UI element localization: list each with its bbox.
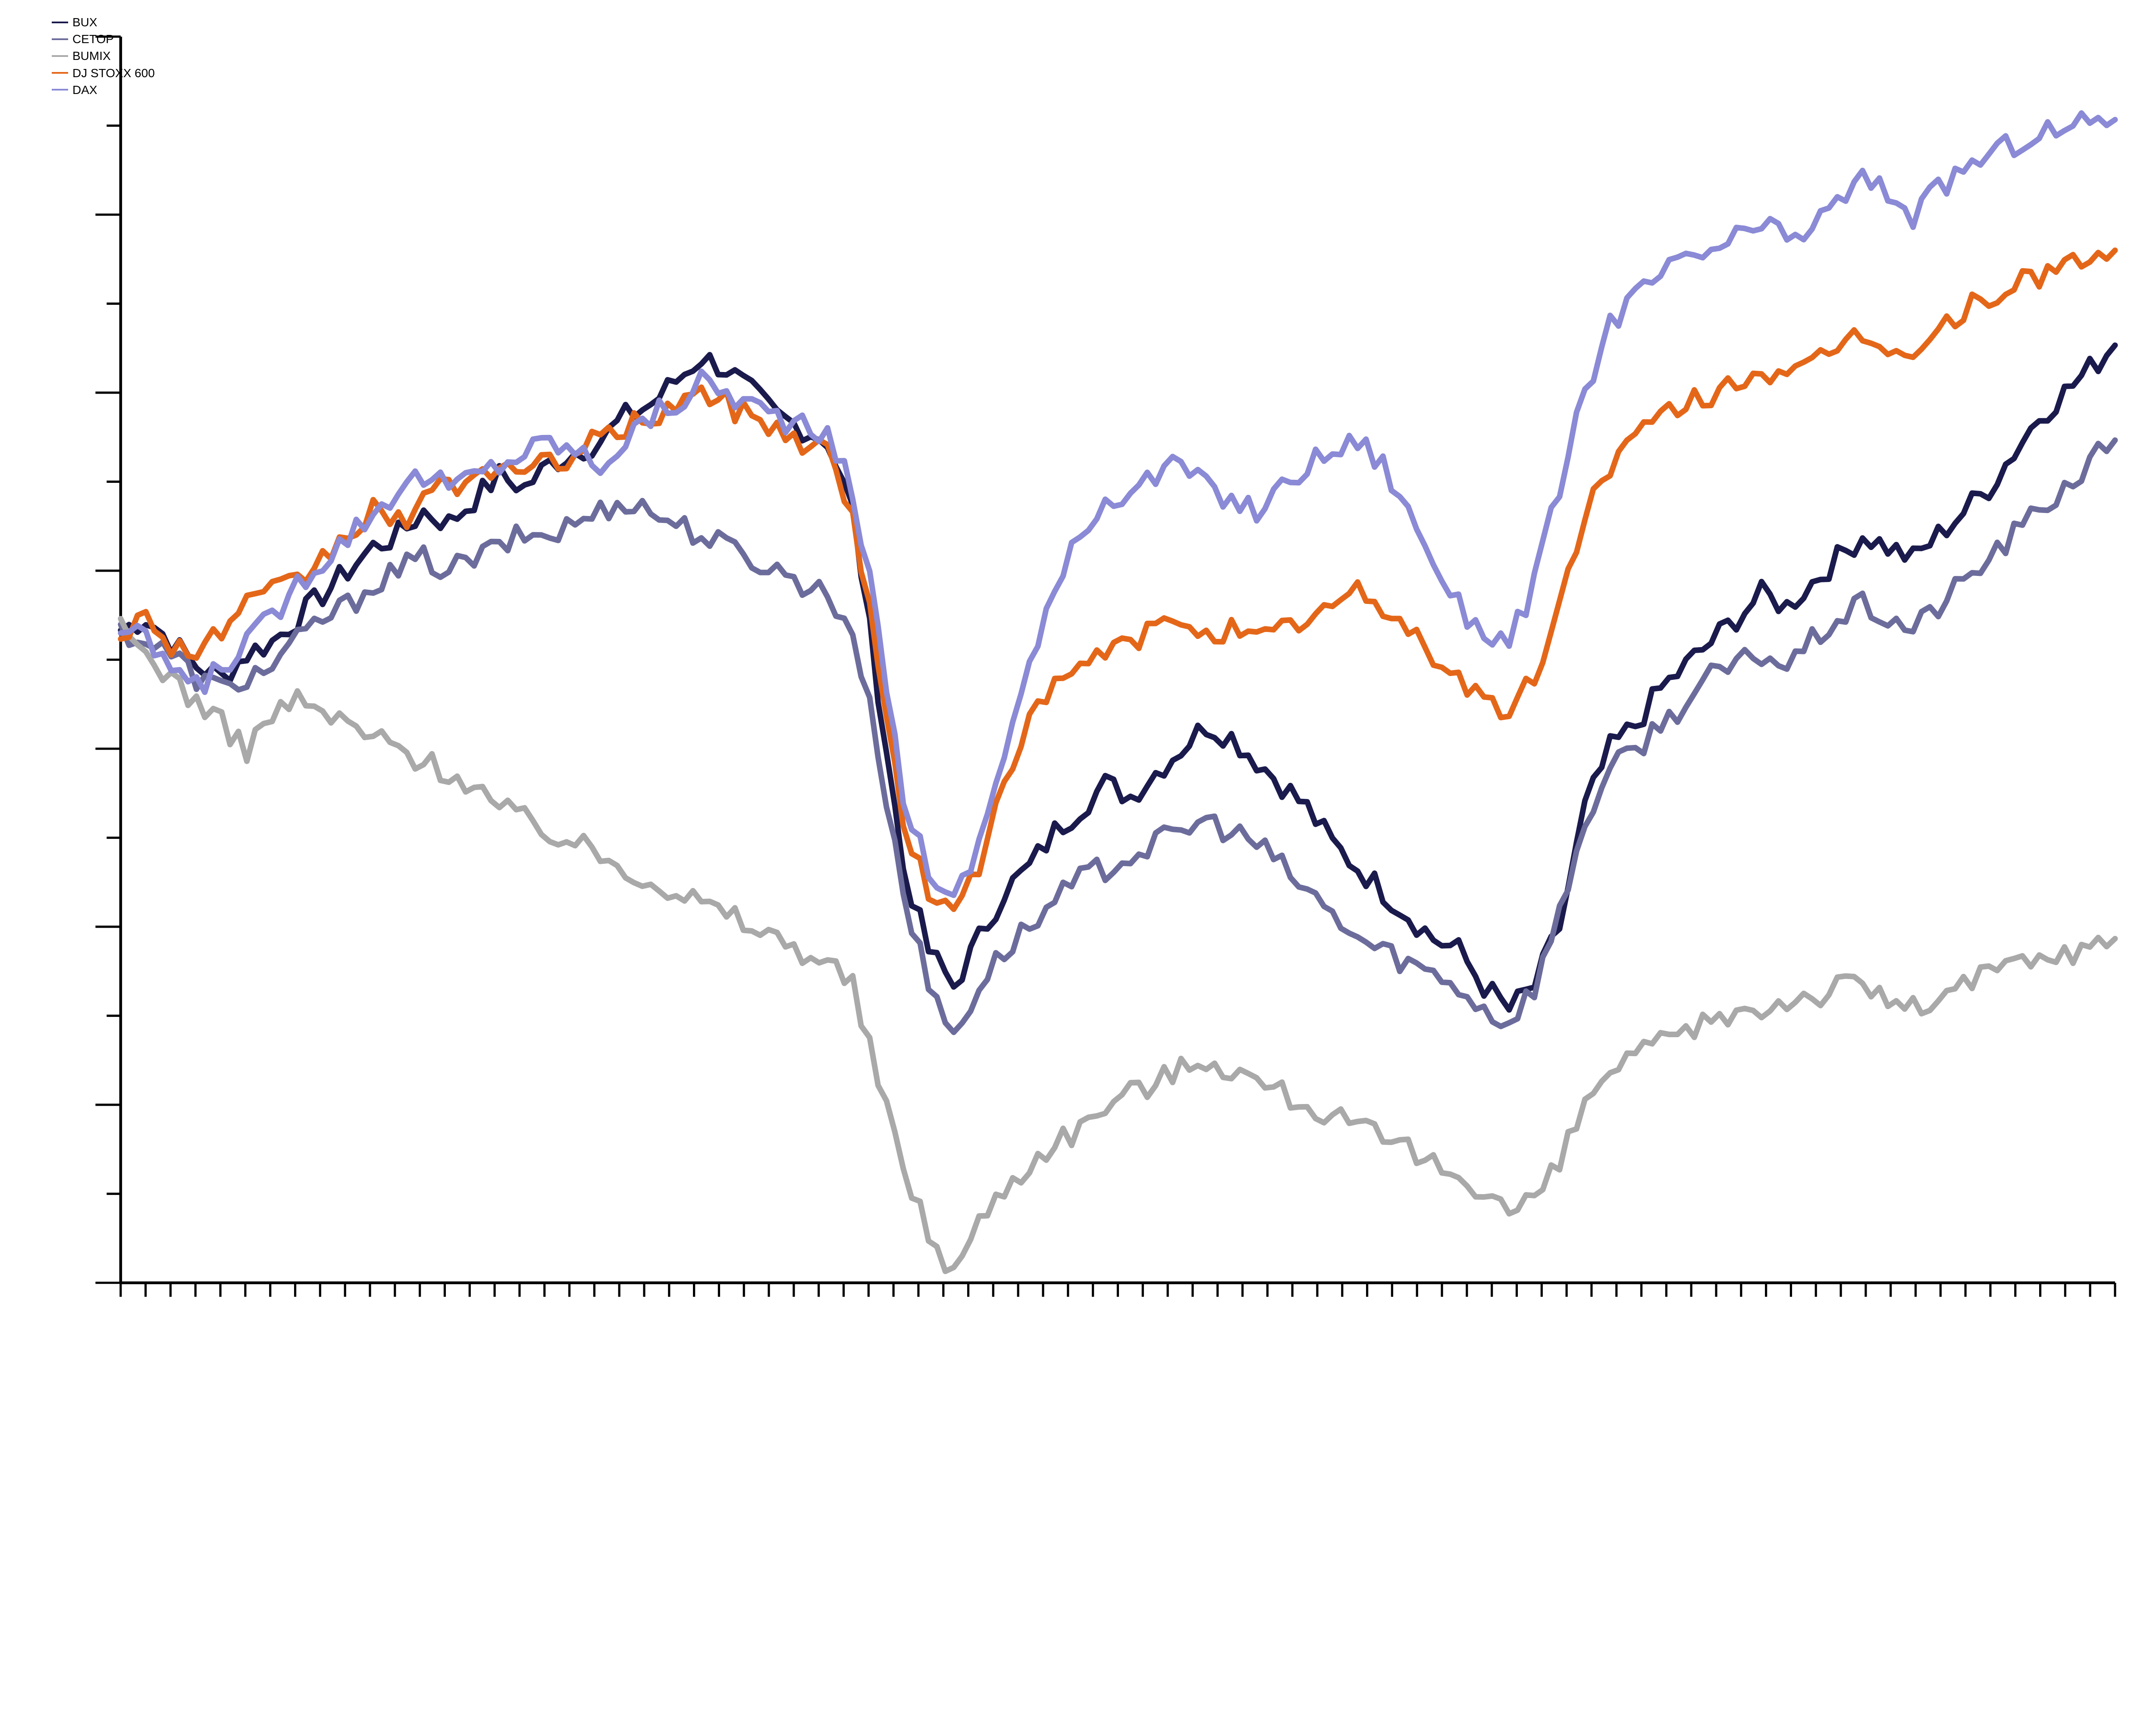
legend-item: CETOP [52, 31, 155, 47]
legend-label: CETOP [72, 31, 114, 47]
legend-item: DJ STOXX 600 [52, 65, 155, 81]
legend-swatch [52, 89, 68, 91]
legend-label: DJ STOXX 600 [72, 65, 155, 81]
legend-swatch [52, 38, 68, 40]
legend-label: BUMIX [72, 47, 111, 64]
legend-label: BUX [72, 14, 97, 31]
legend-swatch [52, 22, 68, 23]
legend-item: DAX [52, 81, 155, 98]
legend-swatch [52, 55, 68, 57]
line-chart-svg [9, 9, 2143, 1381]
legend-label: DAX [72, 81, 97, 98]
legend-item: BUX [52, 14, 155, 31]
legend-swatch [52, 72, 68, 74]
chart-legend: BUXCETOPBUMIXDJ STOXX 600DAX [52, 14, 155, 98]
legend-item: BUMIX [52, 47, 155, 64]
stock-index-chart: BUXCETOPBUMIXDJ STOXX 600DAX [0, 0, 2156, 1389]
